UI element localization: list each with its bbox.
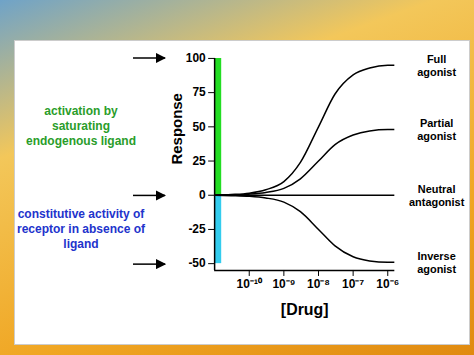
svg-text:-50: -50 <box>188 256 206 270</box>
html-text:activation by saturating endog: activation by saturating endogenous liga… <box>26 104 136 149</box>
svg-text:50: 50 <box>192 120 206 134</box>
svg-text:10⁻⁹: 10⁻⁹ <box>272 277 295 291</box>
svg-text:0: 0 <box>199 188 206 202</box>
svg-text:75: 75 <box>192 85 206 99</box>
svg-text:Fullagonist: Fullagonist <box>417 53 456 78</box>
svg-text:[Drug]: [Drug] <box>281 301 329 318</box>
svg-text:10⁻⁶: 10⁻⁶ <box>376 277 399 291</box>
svg-text:Neutralantagonist: Neutralantagonist <box>409 183 465 208</box>
svg-text:-25: -25 <box>188 222 206 236</box>
svg-text:10⁻⁸: 10⁻⁸ <box>307 277 330 291</box>
svg-text:25: 25 <box>192 154 206 168</box>
svg-text:100: 100 <box>186 51 206 65</box>
svg-text:Inverseagonist: Inverseagonist <box>417 250 456 275</box>
svg-text:Response: Response <box>168 93 185 164</box>
svg-text:10⁻¹⁰: 10⁻¹⁰ <box>237 277 263 291</box>
svg-text:10⁻⁷: 10⁻⁷ <box>342 277 364 291</box>
html-text:constitutive activity of recep: constitutive activity of receptor in abs… <box>17 207 145 252</box>
svg-text:Partialagonist: Partialagonist <box>417 117 456 142</box>
